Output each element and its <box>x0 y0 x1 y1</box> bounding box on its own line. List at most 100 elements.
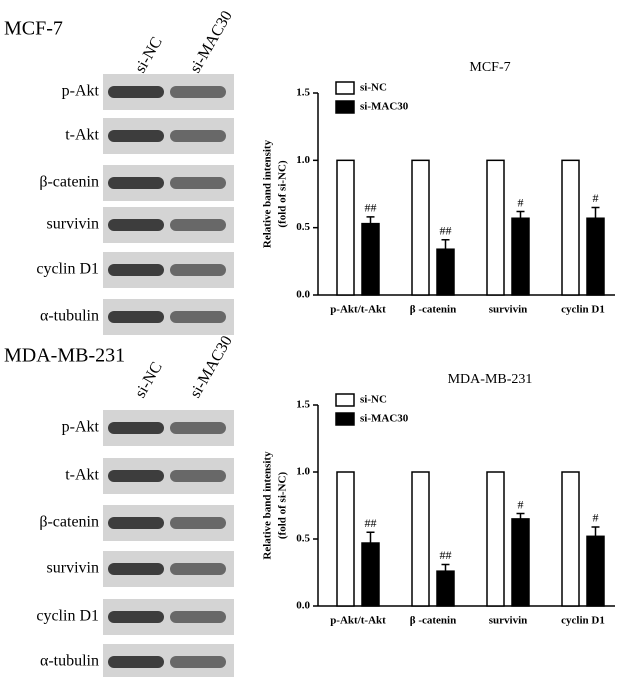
protein-label: cyclin D1 <box>36 261 99 278</box>
bar <box>561 159 580 296</box>
blot-title: MCF-7 <box>4 18 63 40</box>
y-tick-label: 1.5 <box>296 87 310 99</box>
bar <box>411 159 430 296</box>
blot-title: MDA-MB-231 <box>4 345 125 367</box>
significance-label: ## <box>365 516 377 530</box>
legend-swatch <box>335 412 355 426</box>
band <box>108 177 164 189</box>
bar <box>436 570 455 607</box>
x-tick-label: p-Akt/t-Akt <box>330 615 386 627</box>
significance-label: # <box>593 511 599 525</box>
error-bar <box>516 210 525 219</box>
legend-swatch <box>335 100 355 114</box>
band <box>170 311 226 323</box>
y-axis-label: Relative band intensity <box>262 451 274 560</box>
protein-label: t-Akt <box>65 467 99 484</box>
lane-label: si-MAC30 <box>187 8 236 76</box>
lane-label: si-MAC30 <box>187 333 236 401</box>
band <box>170 563 226 575</box>
chart-title: MDA-MB-231 <box>448 372 533 387</box>
lane-label: si-NC <box>132 359 166 401</box>
band <box>108 656 164 668</box>
bar <box>411 471 430 607</box>
legend-swatch <box>335 81 355 95</box>
bar <box>361 222 380 296</box>
legend-label: si-MAC30 <box>360 413 409 425</box>
y-tick-label: 0.0 <box>296 289 310 301</box>
bar <box>561 471 580 607</box>
x-tick-label: β -catenin <box>410 304 456 316</box>
bar <box>336 159 355 296</box>
y-axis-label: Relative band intensity <box>262 139 274 248</box>
significance-label: ## <box>365 201 377 215</box>
significance-label: # <box>518 497 524 511</box>
error-bar <box>591 526 600 537</box>
x-tick-label: cyclin D1 <box>561 304 605 316</box>
band <box>108 422 164 434</box>
y-axis-label: (fold of si-NC) <box>277 472 289 540</box>
chart-title: MCF-7 <box>469 60 510 75</box>
x-tick-label: survivin <box>489 304 528 316</box>
error-bar <box>516 512 525 519</box>
y-tick-label: 0.5 <box>296 221 310 233</box>
error-bar <box>441 239 450 250</box>
band <box>170 177 226 189</box>
band <box>108 219 164 231</box>
significance-label: ## <box>440 548 452 562</box>
protein-label: p-Akt <box>62 419 100 436</box>
error-bar <box>366 531 375 544</box>
band <box>170 130 226 142</box>
protein-label: β-catenin <box>39 174 99 191</box>
band <box>170 470 226 482</box>
protein-label: t-Akt <box>65 127 99 144</box>
significance-label: ## <box>440 224 452 238</box>
y-tick-label: 1.0 <box>296 466 310 478</box>
y-tick-label: 1.0 <box>296 154 310 166</box>
legend-swatch <box>335 393 355 407</box>
band <box>170 517 226 529</box>
band <box>170 422 226 434</box>
error-bar <box>366 216 375 224</box>
y-tick-label: 0.0 <box>296 600 310 612</box>
bar <box>361 542 380 607</box>
x-tick-label: cyclin D1 <box>561 615 605 627</box>
lane-label: si-NC <box>132 34 166 76</box>
protein-label: survivin <box>47 216 99 233</box>
error-bar <box>441 563 450 572</box>
bar <box>486 159 505 296</box>
legend-label: si-MAC30 <box>360 101 409 113</box>
protein-label: α-tubulin <box>40 653 99 670</box>
y-tick-label: 0.5 <box>296 533 310 545</box>
protein-label: survivin <box>47 560 99 577</box>
bar <box>486 471 505 607</box>
band <box>170 264 226 276</box>
bar <box>436 248 455 296</box>
protein-label: β-catenin <box>39 514 99 531</box>
y-tick-label: 1.5 <box>296 399 310 411</box>
band <box>108 563 164 575</box>
band <box>108 517 164 529</box>
significance-label: # <box>518 195 524 209</box>
protein-label: α-tubulin <box>40 308 99 325</box>
band <box>170 656 226 668</box>
significance-label: # <box>593 191 599 205</box>
x-tick-label: p-Akt/t-Akt <box>330 304 386 316</box>
band <box>170 611 226 623</box>
band <box>108 311 164 323</box>
protein-label: p-Akt <box>62 83 100 100</box>
bar <box>586 217 605 296</box>
bar <box>336 471 355 607</box>
band <box>108 130 164 142</box>
band <box>108 611 164 623</box>
protein-label: cyclin D1 <box>36 608 99 625</box>
band <box>170 219 226 231</box>
x-tick-label: β -catenin <box>410 615 456 627</box>
bar <box>511 217 530 296</box>
band <box>108 264 164 276</box>
band <box>170 86 226 98</box>
bar <box>586 535 605 607</box>
band <box>108 86 164 98</box>
bar <box>511 518 530 607</box>
x-tick-label: survivin <box>489 615 528 627</box>
